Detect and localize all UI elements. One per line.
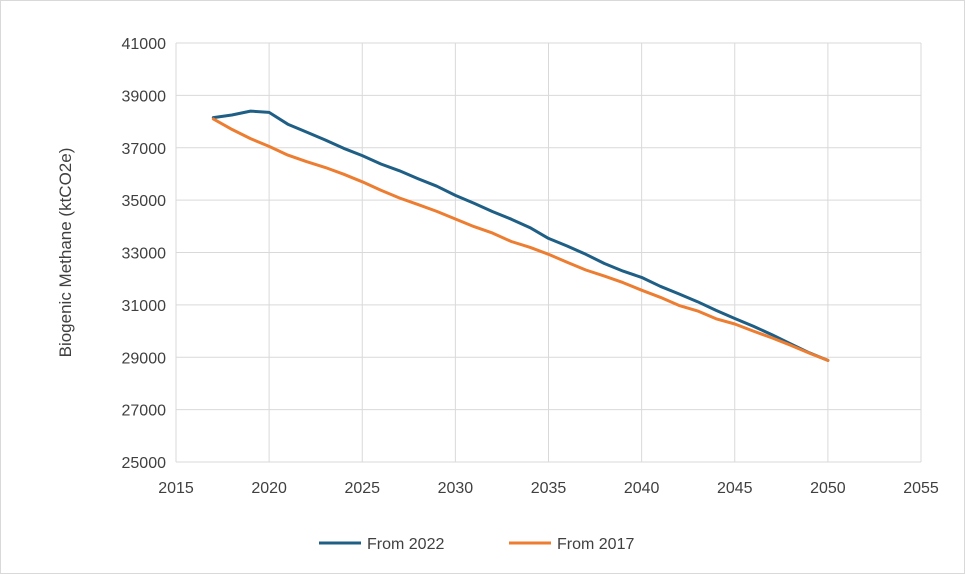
x-tick-label: 2030	[438, 480, 474, 497]
y-tick-label: 27000	[122, 403, 167, 420]
x-tick-label: 2040	[624, 480, 660, 497]
x-tick-label: 2015	[158, 480, 194, 497]
x-tick-label: 2050	[810, 480, 846, 497]
y-tick-label: 29000	[122, 350, 167, 367]
y-tick-label: 31000	[122, 298, 167, 315]
x-tick-label: 2020	[251, 480, 287, 497]
y-tick-label: 25000	[122, 455, 167, 472]
gridlines	[175, 42, 922, 463]
x-axis-ticks: 2015 2020 2025 2030 2035 2040 2045 2050 2055	[158, 480, 939, 497]
x-tick-label: 2055	[903, 480, 939, 497]
series-line-2	[211, 117, 830, 362]
y-axis-title: Biogenic Methane (ktCO2e)	[56, 148, 75, 358]
series-line-1	[211, 109, 830, 362]
x-tick-label: 2045	[717, 480, 753, 497]
y-tick-label: 41000	[122, 36, 167, 53]
legend-label: From 2017	[557, 536, 634, 553]
y-axis-ticks: 25000 27000 29000 31000 33000 35000 37000 39000…	[122, 36, 167, 472]
y-tick-label: 39000	[122, 88, 167, 105]
legend: From 2022 From 2017	[319, 536, 634, 553]
legend-label: From 2022	[367, 536, 444, 553]
x-tick-label: 2025	[344, 480, 380, 497]
y-tick-label: 37000	[122, 141, 167, 158]
x-tick-label: 2035	[531, 480, 567, 497]
y-tick-label: 33000	[122, 246, 167, 263]
y-tick-label: 35000	[122, 193, 167, 210]
series-lines	[211, 109, 830, 362]
